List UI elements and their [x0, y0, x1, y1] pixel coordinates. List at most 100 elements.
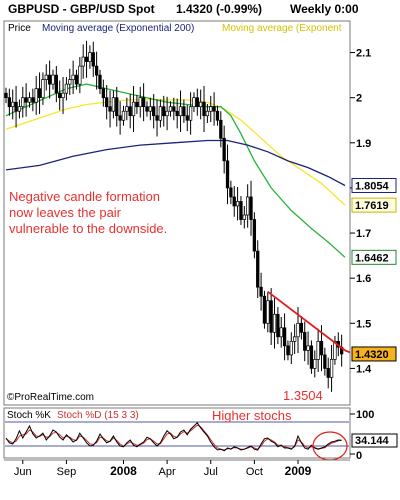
candle-body	[185, 115, 189, 121]
candle-body	[128, 106, 132, 117]
x-tick-label: Sep	[57, 466, 77, 478]
header-price: 1.4320 (-0.99%)	[176, 2, 262, 16]
candle-body	[58, 92, 62, 99]
candle-body	[155, 115, 159, 121]
candle-body	[229, 187, 233, 198]
candle-body	[269, 300, 273, 333]
candle-body	[7, 97, 12, 108]
stoch-legend: Stoch %K Stoch %D (15 3 3) Higher stochs	[7, 408, 292, 423]
candle-body	[279, 327, 283, 338]
candle-body	[256, 250, 260, 288]
candle-body	[309, 345, 314, 369]
candle-body	[286, 345, 290, 356]
ma200-label: Moving average (Exponential 200)	[42, 23, 194, 34]
stoch-k-label: Stoch %K	[7, 410, 51, 421]
y-tick-label: 1.4	[356, 363, 372, 375]
candle-body	[131, 101, 136, 117]
candle-body	[98, 74, 102, 90]
candle-body	[195, 97, 199, 108]
trendline-extension	[344, 349, 351, 354]
candle-body	[158, 106, 163, 121]
candle-body	[27, 97, 32, 103]
trendline-layer	[267, 290, 351, 354]
candle-body	[303, 331, 307, 351]
candle-body	[74, 74, 79, 85]
x-tick-label: Jun	[14, 466, 32, 478]
candle-body	[272, 313, 277, 333]
price-tag-box	[351, 346, 397, 362]
stoch-y-axis: 100 0 34.144	[350, 409, 398, 462]
candle-body	[125, 106, 129, 112]
candle-body	[21, 97, 25, 108]
candle-body	[41, 79, 45, 99]
candle-body	[162, 106, 166, 117]
candle-body	[333, 340, 337, 360]
candle-body	[282, 327, 287, 347]
price-tag-box	[351, 177, 397, 193]
trendline	[267, 290, 346, 352]
candles	[4, 40, 344, 392]
candle-body	[121, 110, 126, 121]
candle-body	[78, 65, 82, 85]
stoch-value-tag	[351, 433, 398, 448]
credit-label: ©ProRealTime.com	[7, 392, 94, 403]
candle-body	[168, 106, 173, 112]
stoch-d-line	[5, 424, 342, 451]
candle-body	[54, 74, 58, 94]
candle-body	[192, 97, 196, 108]
ma-second-label: Moving average (Exponent	[222, 23, 342, 34]
candle-body	[31, 97, 35, 103]
candle-body	[101, 88, 105, 99]
candle-body	[252, 219, 257, 252]
candle-body	[259, 286, 263, 297]
candle-body	[293, 336, 297, 342]
candle-body	[118, 115, 122, 121]
x-tick-label: Oct	[246, 466, 263, 478]
candle-body	[232, 196, 236, 207]
x-tick-label: Jul	[204, 466, 218, 478]
price-tag-label: 1.7619	[355, 200, 389, 212]
candle-body	[266, 300, 270, 324]
y-tick-label: 2.1	[356, 48, 371, 60]
candle-body	[225, 160, 230, 189]
candle-body	[81, 56, 85, 67]
header-symbol: GBPUSD - GBP/USD Spot	[8, 2, 155, 16]
price-tag-label: 1.6462	[355, 252, 389, 264]
stoch-d-label: Stoch %D (15 3 3)	[57, 410, 139, 421]
candle-body	[34, 88, 38, 103]
candle-body	[148, 106, 152, 112]
low-label: 1.3504	[283, 388, 323, 403]
candle-body	[212, 106, 216, 112]
candle-body	[205, 110, 210, 117]
candle-body	[4, 92, 8, 99]
candle-body	[152, 106, 156, 117]
price-tag-label: 1.4320	[355, 349, 389, 361]
header: GBPUSD - GBP/USD Spot 1.4320 (-0.99%) We…	[8, 2, 359, 16]
candle-body	[47, 74, 52, 85]
y-tick-label: 2	[356, 93, 362, 105]
x-tick-label: 2009	[285, 464, 312, 478]
candle-body	[14, 101, 18, 112]
candle-body	[188, 106, 193, 121]
candle-body	[94, 65, 99, 76]
candle-body	[219, 119, 223, 139]
candle-body	[115, 97, 119, 117]
ma200-line	[5, 139, 346, 187]
y-tick-label: 1.5	[356, 318, 371, 330]
candle-body	[215, 110, 220, 121]
stoch-tick-label-100: 100	[356, 409, 374, 421]
candle-body	[61, 92, 65, 99]
candle-body	[145, 106, 149, 112]
candle-body	[182, 106, 186, 117]
candle-body	[262, 295, 267, 324]
candle-body	[108, 106, 112, 112]
candle-body	[51, 74, 55, 85]
candle-body	[71, 74, 75, 80]
x-axis: Jun Sep 2008 Apr Jul Oct 2009	[4, 459, 350, 478]
price-tag-label: 1.8054	[355, 180, 390, 192]
x-tick-label: 2008	[110, 464, 137, 478]
candle-body	[329, 359, 334, 378]
candle-body	[135, 101, 139, 108]
stoch-panel-frame	[3, 407, 351, 459]
